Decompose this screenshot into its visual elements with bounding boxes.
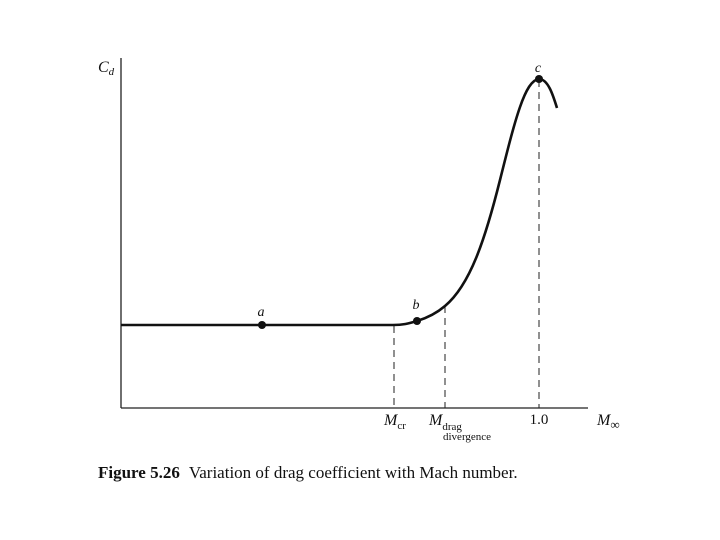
x-marker-label: 1.0 [530, 412, 549, 428]
label-sub: cr [397, 420, 406, 432]
label-main: M [383, 412, 399, 429]
label-sub: drag [442, 421, 462, 433]
label-main: M [596, 412, 612, 429]
point-label: c [535, 61, 542, 76]
caption: Figure 5.26 Variation of drag coefficient… [98, 463, 518, 482]
x-marker-label: Mdrag [428, 412, 462, 433]
point-marker [535, 75, 543, 83]
x-axis-label: M∞ [596, 412, 620, 432]
label-sub: d [109, 66, 115, 78]
x-marker-label: Mcr [383, 412, 406, 432]
point-label: b [413, 298, 420, 313]
point-marker [413, 317, 421, 325]
caption-text: Variation of drag coefficient with Mach … [189, 463, 518, 482]
label-main: M [428, 412, 444, 429]
y-axis-label: Cd [98, 59, 115, 78]
caption-number: Figure 5.26 [98, 463, 180, 482]
x-marker-sublabel: divergence [443, 431, 491, 443]
label-main: C [98, 59, 109, 76]
point-label: a [258, 305, 265, 320]
label-sub: ∞ [610, 417, 619, 432]
point-marker [258, 321, 266, 329]
